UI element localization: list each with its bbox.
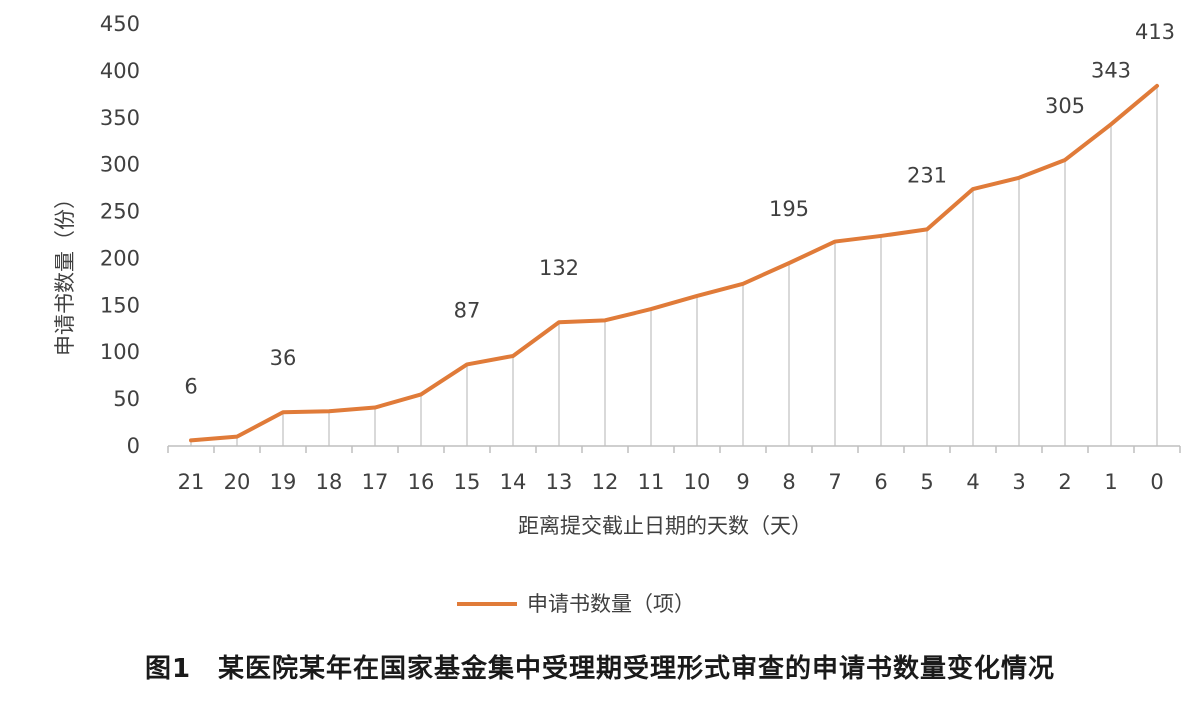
x-tick-label: 10 [684,470,711,494]
data-label: 36 [270,346,297,370]
y-tick-label: 0 [127,434,140,458]
data-label: 413 [1135,20,1175,44]
x-tick-label: 21 [178,470,205,494]
x-tick-label: 3 [1012,470,1025,494]
y-tick-label: 300 [100,153,140,177]
x-tick-marks [167,446,1181,453]
y-tick-label: 450 [100,12,140,36]
data-label: 195 [769,197,809,221]
drop-lines [190,85,1158,446]
x-tick-label: 15 [454,470,481,494]
data-label: 6 [184,374,197,398]
x-tick-label: 19 [270,470,297,494]
x-tick-label: 13 [546,470,573,494]
x-tick-label: 11 [638,470,665,494]
x-tick-label: 20 [224,470,251,494]
data-label: 87 [454,298,481,322]
x-tick-label: 0 [1150,470,1163,494]
y-tick-label: 50 [113,387,140,411]
x-tick-labels: 21 20 19 18 17 16 15 14 13 12 11 10 9 8 7 6 5 4 3 2 1 0 [178,470,1164,494]
y-tick-label: 400 [100,59,140,83]
x-tick-label: 9 [736,470,749,494]
x-tick-label: 6 [874,470,887,494]
x-tick-label: 12 [592,470,619,494]
y-tick-label: 100 [100,340,140,364]
x-tick-label: 16 [408,470,435,494]
y-tick-label: 350 [100,106,140,130]
x-tick-label: 8 [782,470,795,494]
x-tick-label: 17 [362,470,389,494]
series-line [189,83,1159,443]
x-tick-label: 14 [500,470,527,494]
legend: 申请书数量（项） [457,592,695,616]
y-tick-label: 150 [100,293,140,317]
x-tick-label: 7 [828,470,841,494]
data-label: 132 [539,256,579,280]
legend-label: 申请书数量（项） [527,592,695,616]
x-tick-label: 5 [920,470,933,494]
y-tick-labels: 0 50 100 150 200 250 300 350 400 450 [100,12,140,458]
x-axis-title: 距离提交截止日期的天数（天） [518,514,812,538]
x-tick-label: 2 [1058,470,1071,494]
x-tick-label: 1 [1104,470,1117,494]
x-tick-label: 18 [316,470,343,494]
figure-caption: 图1 某医院某年在国家基金集中受理期受理形式审查的申请书数量变化情况 [144,654,1056,684]
data-label: 343 [1091,58,1131,82]
y-axis-title: 申请书数量（份） [53,188,77,356]
x-tick-label: 4 [966,470,979,494]
data-label: 305 [1045,94,1085,118]
y-tick-label: 250 [100,200,140,224]
y-tick-label: 200 [100,246,140,270]
data-label: 231 [907,163,947,187]
